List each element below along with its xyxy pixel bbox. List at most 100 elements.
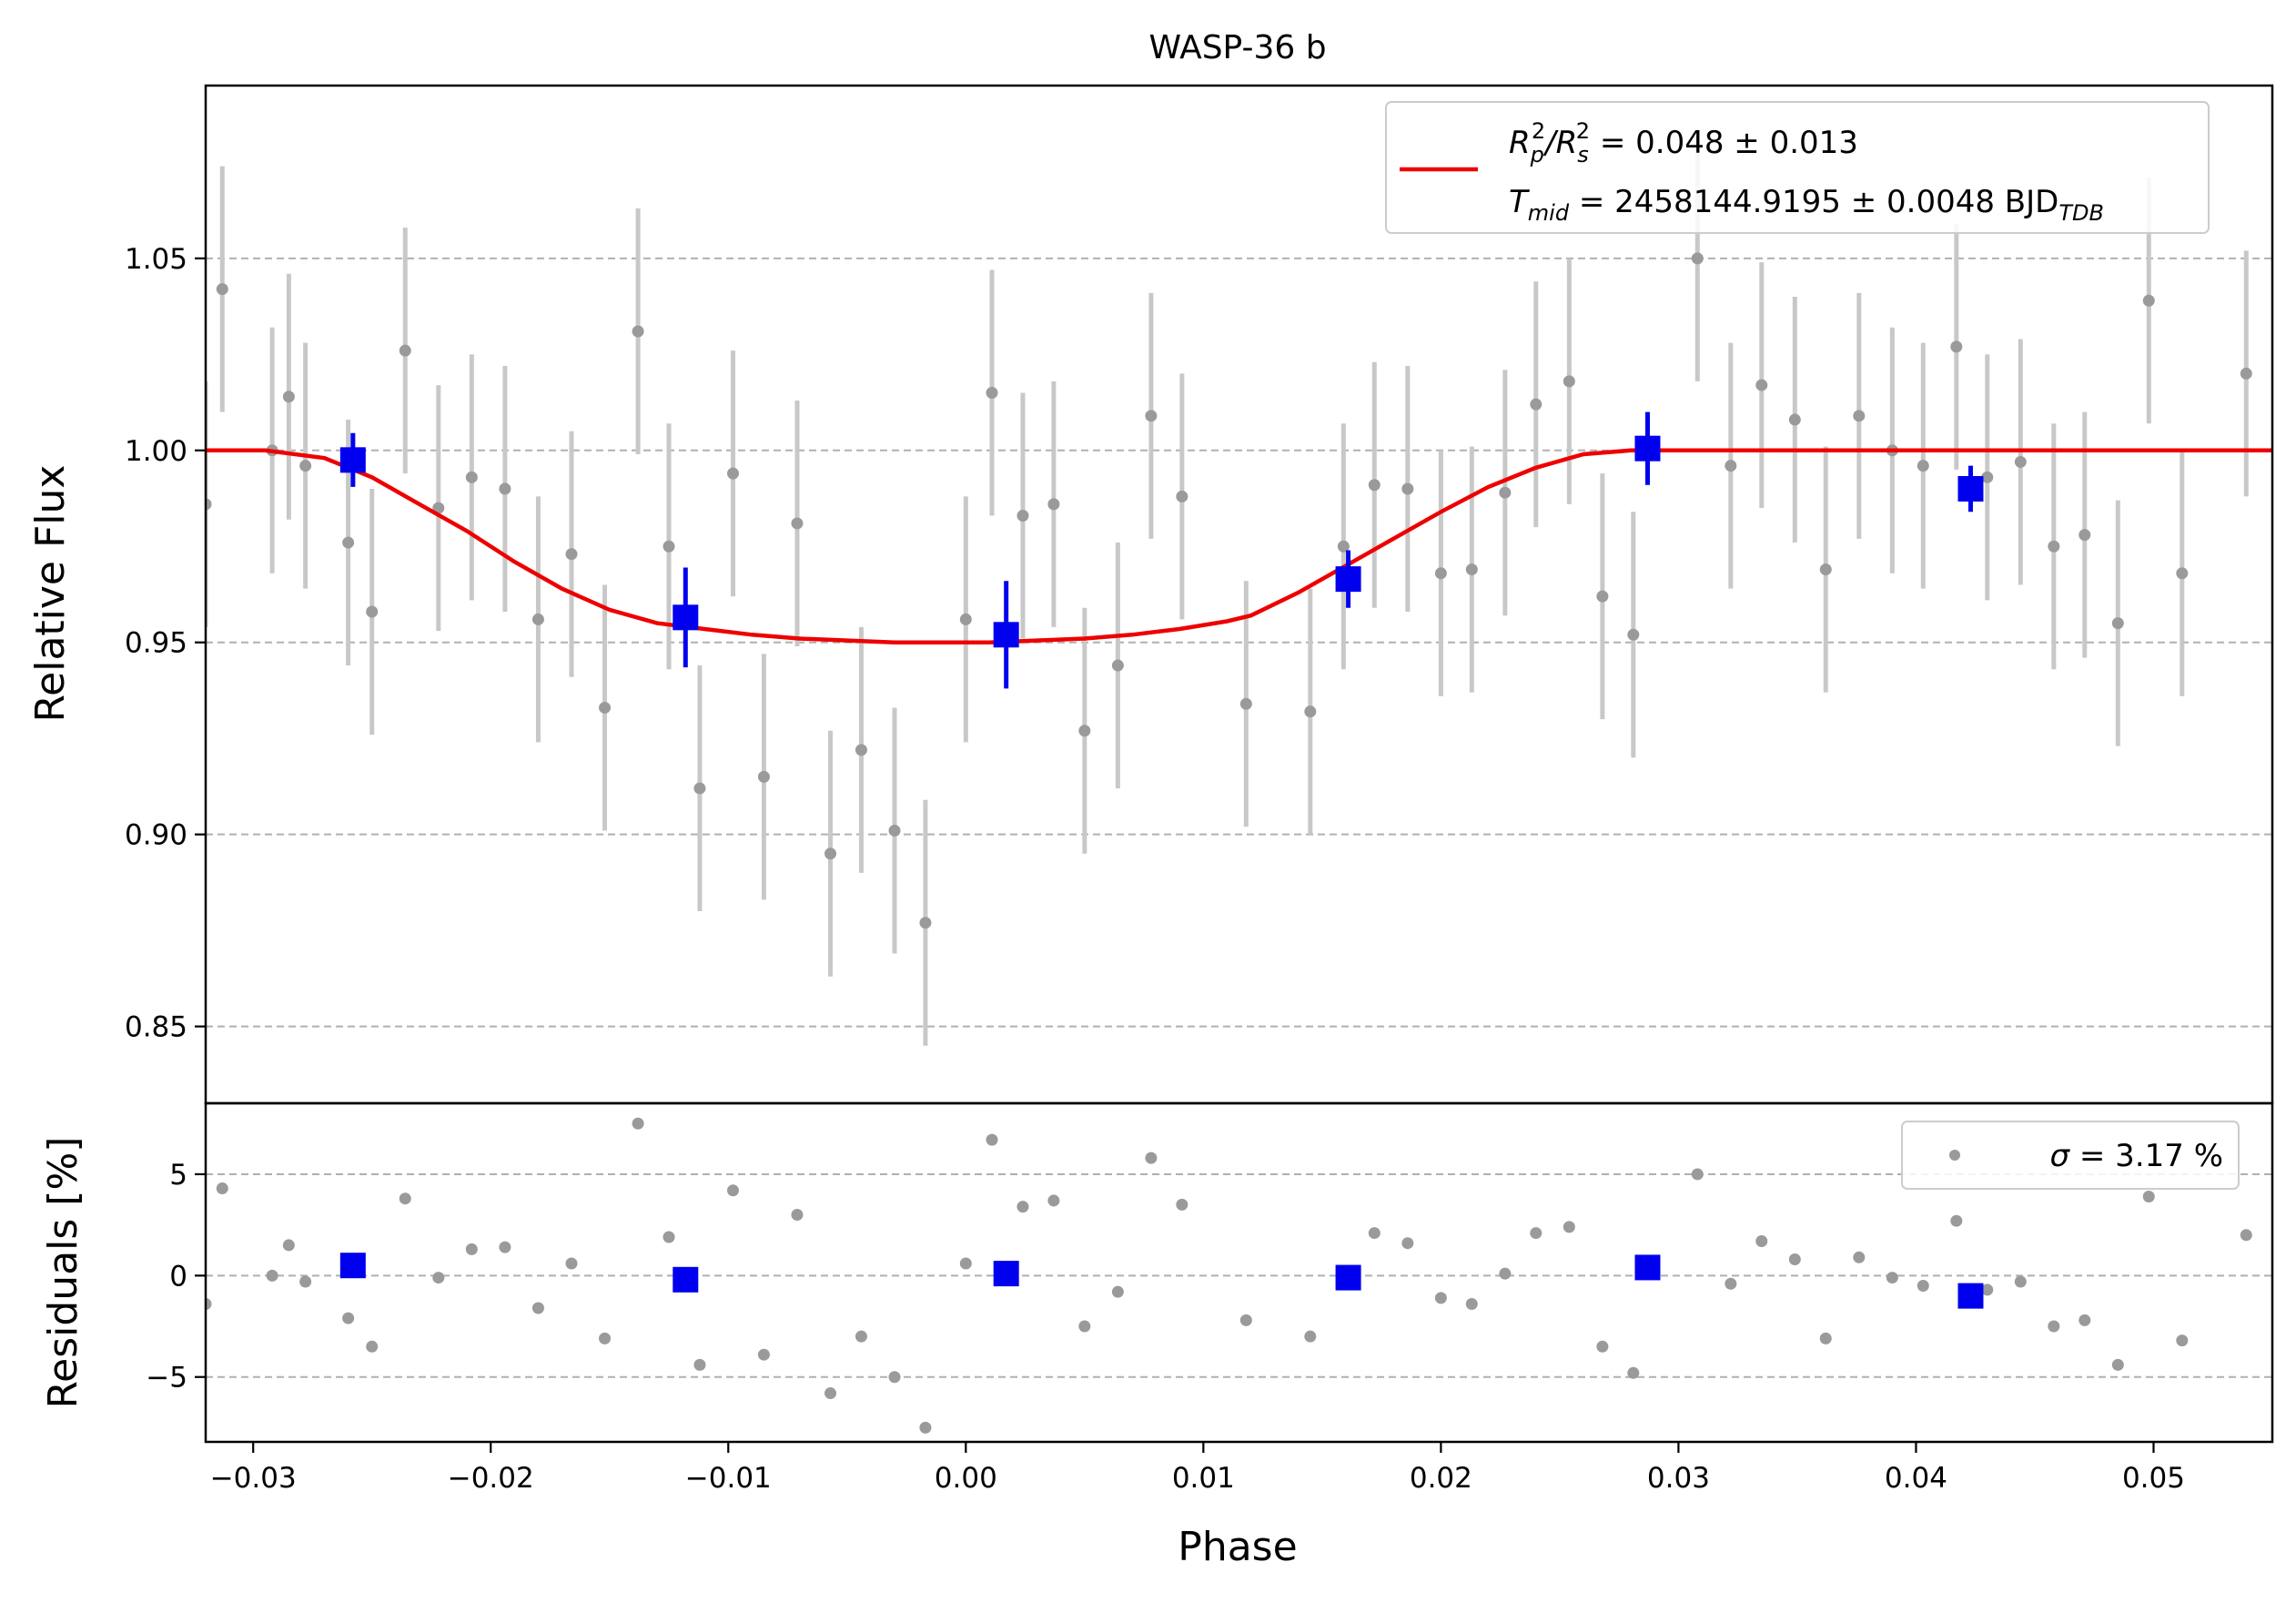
binned-flux-points <box>339 411 1984 689</box>
raw-flux-point <box>342 536 355 549</box>
raw-residual-point <box>2176 1334 2189 1347</box>
raw-residual-point <box>465 1243 478 1255</box>
x-tick-label: 0.00 <box>935 1462 997 1495</box>
raw-flux-point <box>632 325 644 338</box>
raw-flux-point <box>824 847 837 860</box>
residuals-panel: −5 0 5 −0.03 −0.02 −0.01 0.00 0.01 0.02 0.03 0.04… <box>40 1101 2274 1495</box>
legend-sigma-label: σ = 3.17 % <box>2050 1138 2223 1174</box>
flux-legend-box <box>1385 101 2210 234</box>
raw-residual-point <box>2079 1314 2091 1326</box>
x-tick-label: 0.01 <box>1172 1462 1235 1495</box>
raw-flux-point <box>465 471 478 483</box>
binned-flux-point <box>339 447 366 473</box>
raw-residual-point <box>1563 1221 1575 1233</box>
raw-residual-point <box>1401 1237 1414 1250</box>
chart-title: WASP-36 b <box>1148 29 1326 66</box>
legend-tmid-label: Tmid = 2458144.9195 ± 0.0048 BJDTDB <box>1509 184 2104 226</box>
x-tick-label: 0.02 <box>1410 1462 1472 1495</box>
raw-residual-point <box>632 1117 644 1130</box>
raw-residual-point <box>2014 1275 2027 1288</box>
raw-flux-point <box>1176 490 1188 502</box>
raw-residual-point <box>663 1231 675 1243</box>
raw-residual-point <box>299 1275 312 1288</box>
raw-flux-point <box>1465 563 1478 576</box>
binned-residual-point <box>339 1253 366 1279</box>
raw-flux-point <box>2079 529 2091 542</box>
raw-residual-point <box>1691 1168 1704 1181</box>
flux-y-tick-label: 1.05 <box>125 243 187 276</box>
raw-flux-point <box>693 782 706 795</box>
residuals-y-tick-label: −5 <box>146 1362 187 1395</box>
phase-x-ticks: −0.03 −0.02 −0.01 0.00 0.01 0.02 0.03 0.04 0.05 <box>210 1442 2185 1495</box>
raw-flux-point <box>791 517 804 530</box>
binned-flux-point <box>993 622 1019 648</box>
binned-residual-points <box>339 1253 1984 1309</box>
flux-y-tick-label: 0.90 <box>125 819 187 852</box>
raw-residual-point <box>1145 1152 1158 1164</box>
raw-flux-point <box>757 770 770 783</box>
raw-residual-point <box>693 1358 706 1371</box>
raw-flux-point <box>1111 659 1124 672</box>
raw-residual-point <box>1530 1227 1542 1240</box>
raw-residual-point <box>2240 1229 2252 1242</box>
raw-flux-point <box>2142 294 2155 307</box>
raw-residual-point <box>1627 1366 1640 1379</box>
raw-flux-point <box>726 467 739 480</box>
x-tick-label: 0.05 <box>2122 1462 2185 1495</box>
raw-flux-point <box>663 540 675 553</box>
raw-residual-point <box>2111 1358 2124 1371</box>
raw-residual-point <box>726 1184 739 1197</box>
legend-depth-label: Rp2/Rs2 = 0.048 ± 0.013 <box>1509 118 1858 167</box>
raw-residual-point <box>2142 1190 2155 1202</box>
binned-residual-point <box>1634 1254 1661 1281</box>
raw-flux-point <box>1530 398 1542 411</box>
raw-residual-point <box>282 1239 295 1252</box>
raw-residual-point <box>919 1421 932 1434</box>
residuals-y-ticks: −5 0 5 <box>146 1159 206 1395</box>
raw-flux-point <box>1627 628 1640 641</box>
raw-residual-point <box>266 1269 278 1282</box>
raw-flux-point <box>1499 486 1512 499</box>
raw-flux-point <box>1047 498 1060 511</box>
x-tick-label: 0.03 <box>1647 1462 1710 1495</box>
raw-flux-point <box>1596 590 1609 603</box>
raw-flux-point <box>1950 340 1963 353</box>
flux-y-tick-label: 1.00 <box>125 435 187 468</box>
raw-residual-point <box>366 1340 379 1353</box>
raw-flux-point <box>2014 455 2027 468</box>
raw-flux-point <box>1725 460 1737 472</box>
raw-residual-point <box>791 1209 804 1222</box>
binned-residual-point <box>1957 1283 1984 1309</box>
raw-residual-point <box>1176 1198 1188 1211</box>
raw-flux-point <box>282 391 295 403</box>
raw-residual-point <box>1886 1272 1898 1284</box>
raw-residual-point <box>1981 1283 1994 1296</box>
raw-residual-point <box>1917 1279 1929 1292</box>
raw-flux-point <box>531 613 544 625</box>
raw-residual-point <box>1755 1234 1768 1247</box>
residuals-y-tick-label: 0 <box>169 1260 187 1293</box>
raw-residual-point <box>1434 1292 1447 1304</box>
raw-flux-point <box>959 613 972 625</box>
flux-y-axis-label: Relative Flux <box>27 465 74 723</box>
raw-residual-point <box>1111 1285 1124 1298</box>
raw-residual-point <box>1950 1214 1963 1227</box>
raw-residual-point <box>824 1387 837 1400</box>
x-axis-label: Phase <box>1178 1524 1297 1570</box>
raw-residual-point <box>399 1192 411 1205</box>
x-tick-label: −0.01 <box>685 1462 772 1495</box>
raw-flux-point <box>216 283 228 296</box>
binned-flux-point <box>673 604 699 631</box>
raw-flux-point <box>1078 725 1091 737</box>
binned-residual-point <box>1335 1264 1361 1291</box>
raw-flux-point <box>1853 410 1866 422</box>
raw-residual-point <box>1819 1332 1832 1344</box>
flux-y-ticks: 0.85 0.90 0.95 1.00 1.05 <box>125 243 206 1044</box>
raw-flux-point <box>1239 697 1252 710</box>
raw-residual-point <box>1853 1251 1866 1263</box>
raw-residual-point <box>565 1257 578 1270</box>
raw-flux-point <box>206 498 212 511</box>
x-tick-label: −0.02 <box>448 1462 534 1495</box>
raw-flux-point <box>1563 375 1575 388</box>
